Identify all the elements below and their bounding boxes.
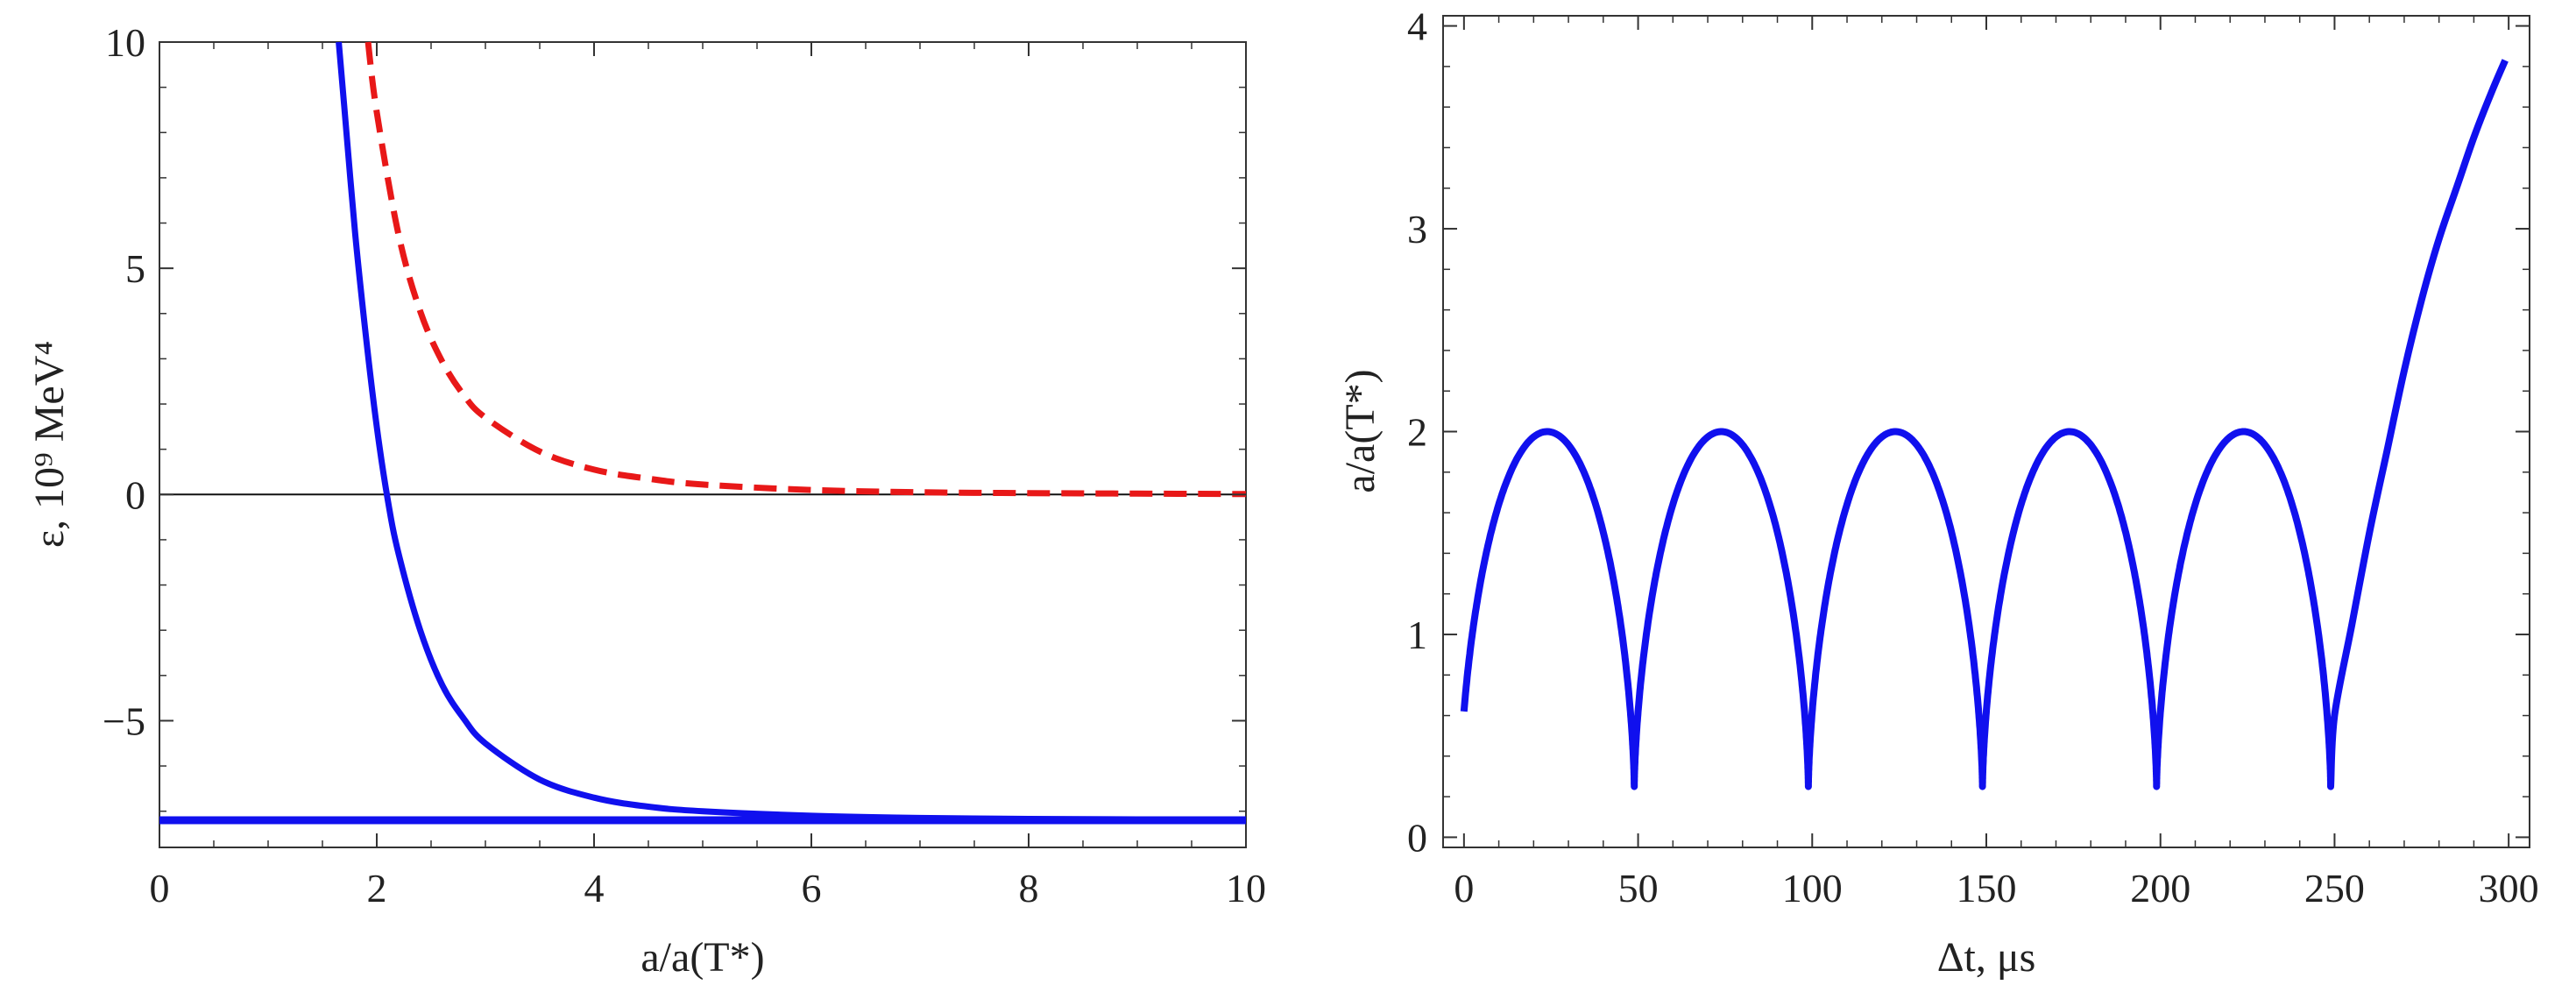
left-x-tick-label: 4 [584,866,605,911]
right-x-tick-label: 100 [1782,866,1843,911]
right-x-tick-label: 250 [2304,866,2365,911]
right-y-tick-label: 1 [1407,613,1427,657]
right-y-axis-title: a/a(T*) [1337,369,1384,492]
right-x-axis-title: Δt, μs [1937,934,2036,981]
left-y-tick-label: 5 [125,246,145,291]
right-y-tick-label: 0 [1407,815,1427,860]
scale-factor-curve [1460,59,2509,790]
left-x-tick-label: 10 [1226,866,1266,911]
left-y-tick-label: 0 [125,472,145,517]
left-y-tick-label: 10 [105,20,145,65]
left-x-axis-title: a/a(T*) [640,934,764,981]
left-plot-frame [159,41,1247,848]
right-x-tick-label: 50 [1618,866,1659,911]
right-x-tick-label: 150 [1957,866,2017,911]
left-x-tick-label: 2 [367,866,387,911]
solid-energy-curve [336,41,1247,823]
left-y-axis-title: ε, 10⁹ MeV⁴ [26,341,73,548]
left-x-tick-label: 6 [802,866,822,911]
left-x-tick-label: 0 [150,866,170,911]
scale-factor-panel: 0 50 100 150 200 250 300 0 1 2 3 4 Δt, μs a/a(T*) [1337,4,2539,981]
right-y-tick-label: 3 [1407,207,1427,252]
dashed-energy-curve [364,41,1247,498]
right-y-tick-label: 2 [1407,410,1427,455]
right-y-tick-label: 4 [1407,4,1427,49]
right-x-tick-label: 200 [2130,866,2190,911]
left-y-tick-label: −5 [103,698,145,743]
right-x-tick-label: 0 [1454,866,1474,911]
energy-density-panel: 0 2 4 6 8 10 −5 0 5 10 a/a(T*) ε, 10⁹ MeV⁴ [26,20,1266,981]
left-x-tick-label: 8 [1019,866,1039,911]
right-x-tick-label: 300 [2479,866,2539,911]
